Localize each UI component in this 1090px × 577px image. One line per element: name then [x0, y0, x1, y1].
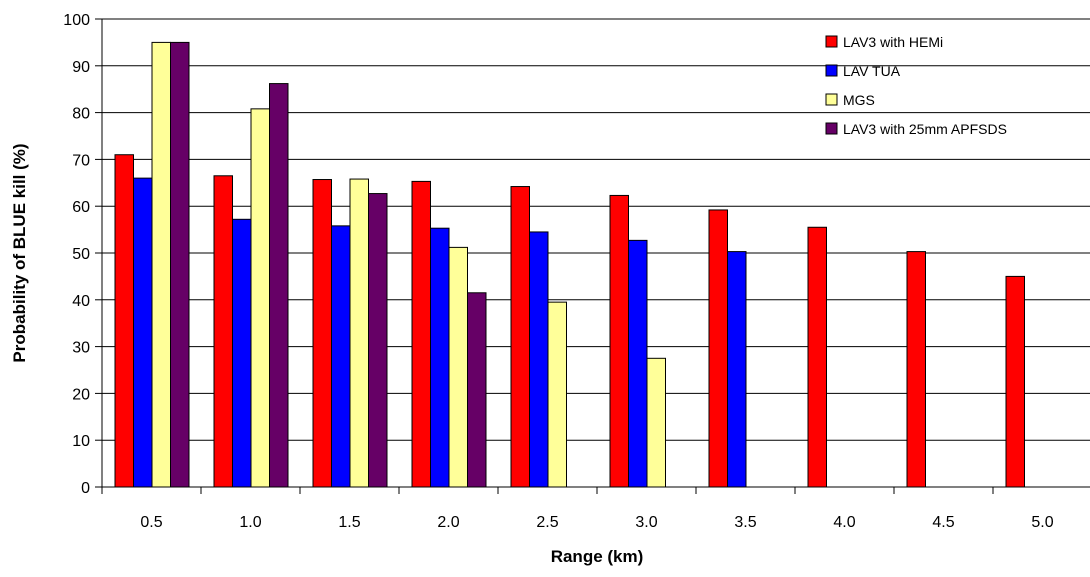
x-tick-label: 2.0: [437, 514, 459, 531]
x-tick-label: 2.5: [536, 514, 558, 531]
x-tick-labels: 0.5 1.0 1.5 2.0 2.5 3.0 3.5 4.0 4.5 5.0: [140, 514, 1053, 531]
legend-label: LAV TUA: [843, 63, 901, 79]
x-tick-label: 3.0: [635, 514, 657, 531]
bar: [349, 178, 369, 488]
y-tick-label: 60: [72, 199, 90, 216]
bar: [547, 301, 567, 488]
legend-swatch: [825, 35, 838, 48]
legend: LAV3 with HEMi LAV TUA MGS LAV3 with 25mm A…: [825, 34, 1007, 137]
bar: [232, 218, 252, 488]
bar: [151, 41, 171, 488]
x-tick-label: 4.0: [833, 514, 855, 531]
x-tick-label: 3.5: [734, 514, 756, 531]
bar: [727, 251, 747, 488]
bar: [628, 239, 648, 488]
x-tick-label: 5.0: [1031, 514, 1053, 531]
y-tick-label: 40: [72, 293, 90, 310]
legend-swatch: [825, 64, 838, 77]
legend-label: LAV3 with HEMi: [843, 34, 943, 50]
y-tick-label: 50: [72, 246, 90, 263]
axes: [95, 18, 1090, 494]
bar: [646, 357, 666, 488]
bar: [906, 251, 926, 488]
y-tick-label: 90: [72, 59, 90, 76]
y-tick-label: 20: [72, 386, 90, 403]
bar: [133, 177, 153, 488]
legend-label: MGS: [843, 92, 875, 108]
bar: [411, 180, 431, 488]
bar: [467, 292, 487, 488]
y-tick-label: 10: [72, 433, 90, 450]
y-tick-label: 0: [81, 480, 90, 497]
bar: [430, 227, 450, 488]
bar: [448, 246, 468, 488]
bar: [529, 231, 549, 488]
x-axis-title: Range (km): [551, 547, 644, 566]
bar: [170, 41, 190, 488]
x-tick-label: 1.5: [338, 514, 360, 531]
y-tick-label: 30: [72, 340, 90, 357]
bar: [312, 179, 332, 488]
bar: [331, 225, 351, 488]
y-tick-label: 70: [72, 152, 90, 169]
bar: [269, 83, 289, 488]
x-tick-label: 0.5: [140, 514, 162, 531]
legend-label: LAV3 with 25mm APFSDS: [843, 121, 1007, 137]
x-tick-label: 1.0: [239, 514, 261, 531]
y-axis-title: Probability of BLUE kill (%): [10, 143, 29, 362]
bar: [213, 175, 233, 488]
legend-swatch: [825, 93, 838, 106]
bar: [609, 194, 629, 488]
bar: [807, 226, 827, 488]
bars: [114, 41, 1025, 488]
bar: [708, 209, 728, 488]
x-tick-label: 4.5: [932, 514, 954, 531]
bar: [114, 154, 134, 488]
bar: [510, 186, 530, 488]
bar: [1005, 275, 1025, 488]
y-tick-labels: 0 10 20 30 40 50 60 70 80 90 100: [63, 12, 90, 497]
bar: [368, 193, 388, 488]
bar: [250, 108, 270, 488]
y-tick-label: 100: [63, 12, 90, 29]
legend-swatch: [825, 122, 838, 135]
y-tick-label: 80: [72, 106, 90, 123]
